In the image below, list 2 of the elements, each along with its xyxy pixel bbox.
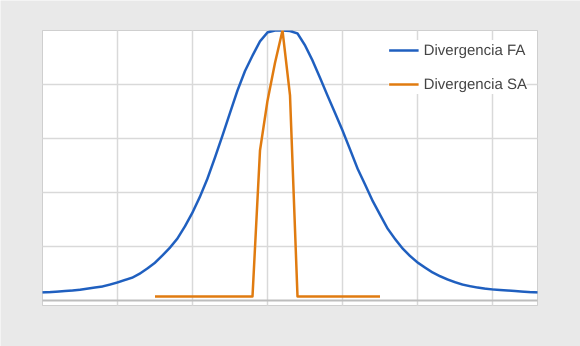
legend-label: Divergencia SA — [424, 76, 527, 92]
legend-label: Divergencia FA — [424, 42, 526, 58]
